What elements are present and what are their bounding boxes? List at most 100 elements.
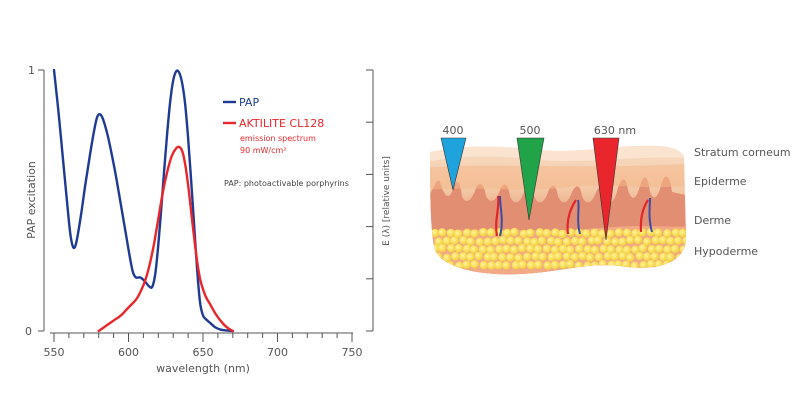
fat-cell: [594, 252, 604, 262]
fat-cell: [514, 253, 523, 263]
fat-cell: [599, 244, 608, 254]
fat-cell: [542, 244, 552, 253]
fat-cell: [582, 229, 591, 238]
fat-cell: [583, 245, 593, 254]
fat-cell: [526, 244, 535, 253]
fat-cell: [675, 253, 684, 263]
fat-cell: [565, 260, 575, 269]
fat-cell: [462, 228, 472, 238]
fat-cell: [614, 260, 623, 269]
fat-cell: [638, 243, 648, 253]
fat-cell: [543, 261, 552, 270]
marker-label-500: 500: [520, 124, 541, 137]
vessel-vein-1: [499, 195, 503, 237]
fat-cell: [682, 236, 686, 245]
fat-cell: [483, 252, 493, 262]
vessel-vein-3: [648, 197, 653, 233]
wavelength-markers: 400 500 630 nm: [440, 124, 636, 241]
fat-cell: [486, 228, 496, 237]
fat-cell: [682, 253, 686, 263]
fat-cell: [498, 235, 508, 245]
legend-sub-irradiance: 90 mW/cm²: [240, 146, 287, 155]
fat-cell: [454, 244, 464, 253]
fat-cell: [615, 245, 624, 255]
fat-cell: [593, 236, 603, 245]
fat-cell: [650, 252, 659, 261]
fat-cell: [462, 260, 471, 269]
right-y-axis-label: E (λ) [relative units]: [382, 156, 392, 246]
fat-cell: [517, 243, 527, 253]
fat-cell: [514, 236, 523, 245]
fat-cell: [606, 229, 615, 238]
fat-cell: [511, 261, 521, 270]
series-line-pap: [52, 68, 234, 333]
fat-cell: [530, 237, 539, 247]
marker-500nm-green: [516, 137, 545, 221]
fat-cell: [475, 237, 484, 247]
fat-cell: [587, 236, 596, 245]
fat-cell: [566, 228, 576, 237]
fat-cell: [526, 260, 536, 270]
fat-cell: [578, 237, 587, 246]
fat-cell: [590, 261, 600, 270]
series-line-aktilite: [97, 145, 234, 333]
x-axis-ticks: [53, 333, 353, 342]
fat-cell: [451, 252, 460, 261]
fat-cell: [491, 237, 500, 246]
left-y-axis-label: PAP excitation: [25, 161, 38, 239]
fat-cell: [671, 228, 681, 237]
skin-cross-section-diagram: 400 500 630 nm Stratum corneum Epiderme …: [430, 124, 791, 275]
layer-label-epiderme: Epiderme: [694, 175, 747, 188]
fat-cell: [583, 261, 592, 271]
fat-cell: [495, 245, 504, 254]
fat-cell: [638, 228, 647, 237]
fat-cell: [506, 253, 515, 262]
x-axis-tick-labels: 550 600 650 700 750: [44, 346, 363, 359]
fat-cell: [618, 237, 627, 246]
fat-cell: [438, 243, 447, 253]
fat-cell: [531, 252, 540, 261]
fat-cell: [590, 245, 600, 255]
marker-label-630: 630 nm: [594, 124, 636, 137]
fat-cell: [523, 237, 532, 246]
fat-cell: [618, 251, 627, 261]
legend-label-pap: PAP: [239, 96, 259, 109]
fat-cell: [469, 245, 479, 254]
fat-cell: [631, 245, 640, 254]
layer-labels: Stratum corneum Epiderme Derme Hypoderme: [694, 146, 791, 258]
fat-cell: [474, 251, 483, 261]
x-tick-label-650: 650: [193, 346, 214, 359]
fat-cell: [562, 252, 572, 261]
fat-cell: [438, 228, 447, 237]
fat-cell: [446, 228, 456, 238]
fat-cell: [663, 229, 672, 238]
fat-cell: [509, 245, 519, 254]
fat-cell: [437, 260, 447, 269]
fat-cell: [655, 244, 664, 253]
fat-cell: [450, 236, 459, 245]
fat-cell: [633, 235, 643, 245]
fat-cell: [578, 251, 587, 261]
fat-cell: [466, 237, 475, 246]
fat-cell: [466, 252, 475, 262]
marker-label-400: 400: [443, 124, 464, 137]
fat-cell: [597, 229, 607, 239]
fat-cell: [478, 245, 488, 254]
legend-sub-emission: emission spectrum: [240, 134, 316, 143]
fat-cell: [621, 260, 631, 269]
epiderme-layer: [430, 164, 686, 190]
fat-cell: [553, 237, 563, 247]
fat-cell: [535, 228, 545, 237]
fat-cell: [486, 245, 495, 255]
x-tick-label-750: 750: [342, 346, 363, 359]
fat-cell: [623, 228, 632, 238]
fat-cell: [559, 260, 568, 269]
fat-cell: [442, 253, 452, 263]
fat-cell: [651, 236, 660, 245]
fat-cell: [537, 236, 547, 245]
fat-cell: [558, 229, 567, 239]
fat-cell: [646, 259, 656, 269]
x-axis-label: wavelength (nm): [156, 362, 250, 375]
fat-cell: [574, 261, 583, 271]
fat-cell: [673, 236, 683, 245]
